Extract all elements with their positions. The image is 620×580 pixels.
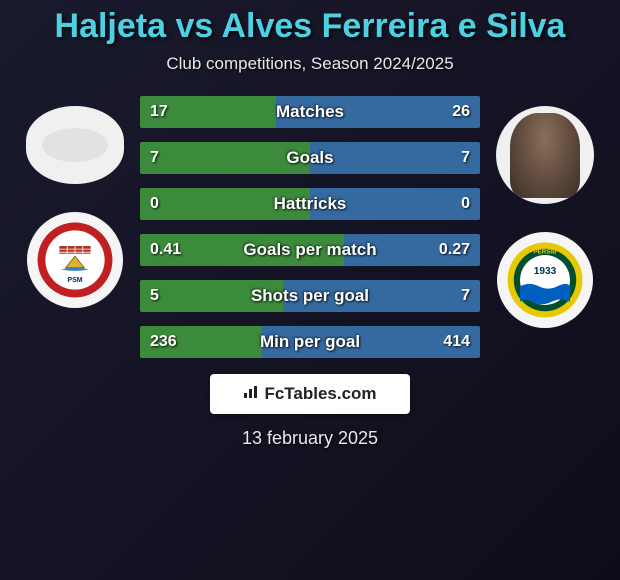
stats-column: Matches 17 26 Goals 7 7 Hattricks 0 0 Goals per m…	[140, 96, 480, 358]
psm-text: PSM	[67, 277, 82, 284]
stat-value-left: 0.41	[150, 241, 181, 259]
date-text: 13 february 2025	[242, 428, 378, 449]
stat-value-right: 414	[443, 333, 470, 351]
stat-value-right: 7	[461, 287, 470, 305]
silhouette-icon	[40, 125, 110, 165]
persib-year: 1933	[534, 266, 557, 277]
persib-text: PERSIB	[533, 248, 557, 255]
stat-label: Goals per match	[243, 240, 376, 260]
stat-bar: Goals per match 0.41 0.27	[140, 234, 480, 266]
psm-badge-icon: PSM	[36, 221, 114, 299]
watermark-text: FcTables.com	[264, 384, 376, 404]
infographic-container: Haljeta vs Alves Ferreira e Silva Club c…	[0, 0, 620, 580]
stat-value-right: 0.27	[439, 241, 470, 259]
stat-label: Min per goal	[260, 332, 360, 352]
stat-bar: Min per goal 236 414	[140, 326, 480, 358]
stat-label: Hattricks	[274, 194, 347, 214]
left-player-column: PSM	[20, 96, 130, 308]
stat-bar: Goals 7 7	[140, 142, 480, 174]
stat-label: Shots per goal	[251, 286, 369, 306]
right-club-badge: 1933 PERSIB	[497, 232, 593, 328]
left-player-photo	[26, 106, 124, 184]
persib-badge-icon: 1933 PERSIB	[506, 241, 584, 319]
page-title: Haljeta vs Alves Ferreira e Silva	[55, 7, 566, 46]
player-silhouette-icon	[510, 113, 580, 198]
stat-value-left: 5	[150, 287, 159, 305]
subtitle: Club competitions, Season 2024/2025	[166, 54, 453, 74]
stat-value-right: 26	[452, 103, 470, 121]
left-club-badge: PSM	[27, 212, 123, 308]
stat-bar-left-fill	[140, 142, 310, 174]
stat-value-left: 7	[150, 149, 159, 167]
chart-icon	[243, 385, 259, 403]
stat-bar: Matches 17 26	[140, 96, 480, 128]
stat-value-right: 7	[461, 149, 470, 167]
stat-value-left: 0	[150, 195, 159, 213]
stat-value-left: 17	[150, 103, 168, 121]
stat-label: Matches	[276, 102, 344, 122]
right-player-photo	[496, 106, 594, 204]
stat-value-right: 0	[461, 195, 470, 213]
stat-bar-right-fill	[310, 142, 480, 174]
content-row: PSM Matches 17 26 Goals 7 7 Hattricks 0 0 Goals p…	[0, 96, 620, 358]
stat-label: Goals	[286, 148, 333, 168]
stat-value-left: 236	[150, 333, 177, 351]
stat-bar: Shots per goal 5 7	[140, 280, 480, 312]
stat-bar: Hattricks 0 0	[140, 188, 480, 220]
right-player-column: 1933 PERSIB	[490, 96, 600, 328]
watermark-badge[interactable]: FcTables.com	[210, 374, 410, 414]
